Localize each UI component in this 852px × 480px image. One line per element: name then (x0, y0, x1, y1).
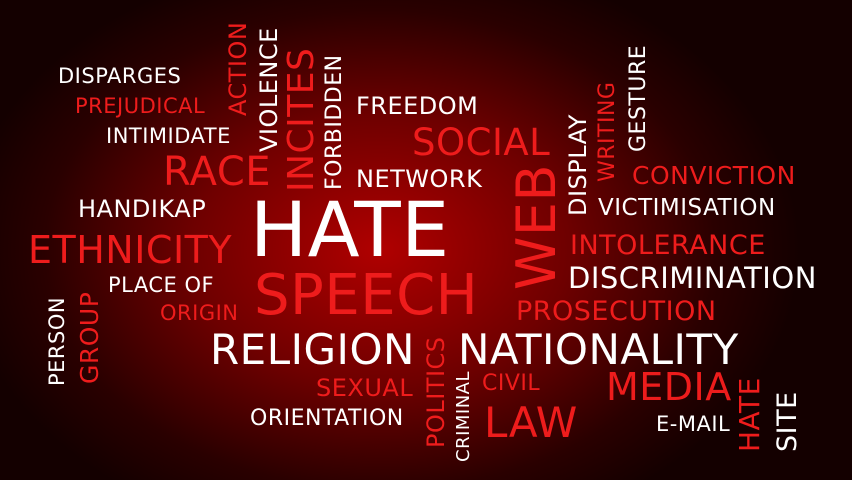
word-action: ACTION (224, 21, 252, 116)
word-writing: WRITING (595, 81, 620, 182)
word-sexual: SEXUAL (316, 374, 414, 402)
word-intolerance: INTOLERANCE (570, 230, 766, 261)
word-group: GROUP (75, 291, 104, 384)
word-media: MEDIA (606, 365, 732, 409)
word-hate-small: HATE (733, 377, 766, 452)
word-criminal: CRIMINAL (453, 370, 474, 462)
word-law: LAW (484, 398, 578, 447)
word-disparges: DISPARGES (58, 64, 182, 88)
word-person: PERSON (45, 296, 69, 386)
word-social: SOCIAL (412, 121, 551, 164)
word-victimisation: VICTIMISATION (598, 195, 776, 221)
word-orientation: ORIENTATION (250, 406, 404, 431)
word-violence: VIOLENCE (255, 27, 283, 152)
word-ethnicity: ETHNICITY (28, 228, 233, 272)
word-speech: SPEECH (254, 263, 479, 328)
word-place-of: PLACE OF (108, 273, 215, 297)
word-politics: POLITICS (422, 336, 450, 448)
word-prosecution: PROSECUTION (516, 296, 717, 327)
word-web: WEB (505, 163, 568, 290)
word-nationality: NATIONALITY (458, 325, 739, 374)
word-prejudical: PREJUDICAL (75, 94, 206, 118)
word-discrimination: DISCRIMINATION (568, 261, 817, 295)
word-e-mail: E-MAIL (656, 412, 731, 436)
word-race: RACE (163, 149, 272, 195)
word-civil: CIVIL (482, 371, 541, 396)
word-display: DISPLAY (564, 114, 592, 216)
word-freedom: FREEDOM (356, 92, 479, 120)
word-religion: RELIGION (210, 325, 415, 374)
word-network: NETWORK (356, 165, 483, 193)
word-intimidate: INTIMIDATE (106, 124, 231, 148)
word-conviction: CONVICTION (632, 161, 796, 190)
word-hate-main: HATE (250, 185, 450, 274)
word-forbidden: FORBIDDEN (322, 54, 347, 190)
word-handikap: HANDIKAP (78, 195, 207, 223)
word-gesture: GESTURE (626, 44, 651, 152)
word-site: SITE (772, 391, 803, 452)
word-origin: ORIGIN (160, 301, 239, 325)
word-incites: INCITES (281, 47, 322, 192)
